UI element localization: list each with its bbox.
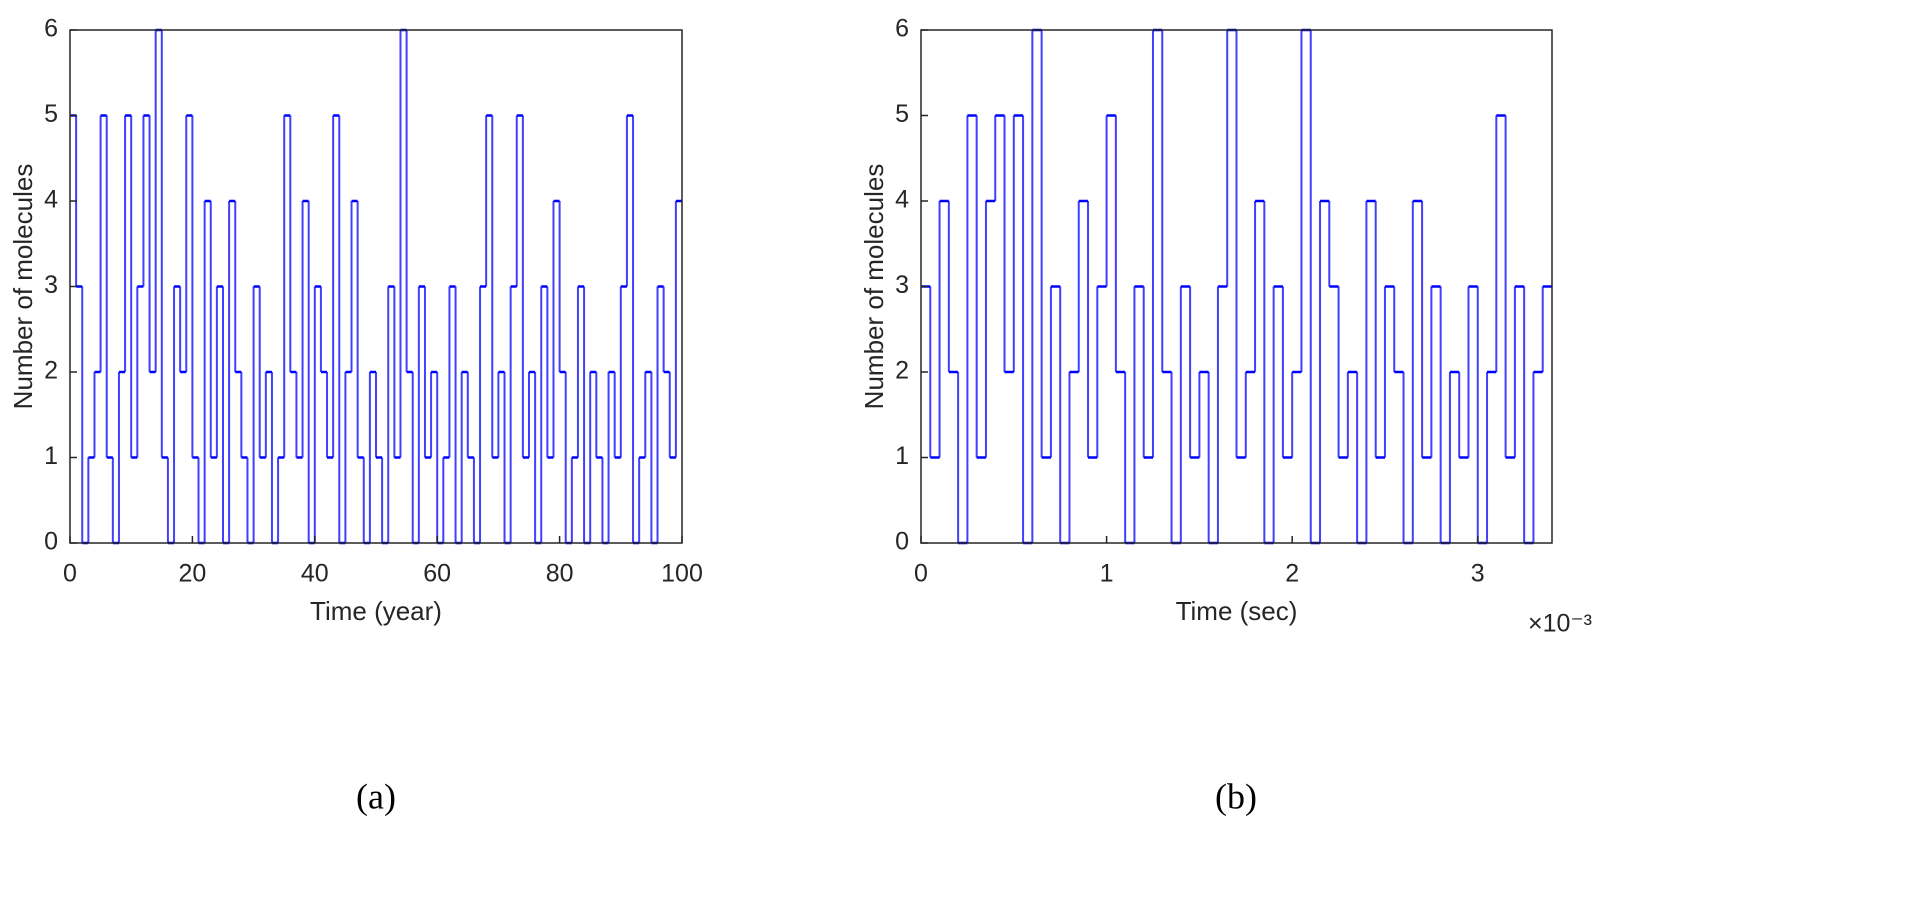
x-tick-label: 3 <box>1471 560 1485 588</box>
x-tick-label: 60 <box>423 560 451 588</box>
x-tick-label: 1 <box>1100 560 1114 588</box>
y-tick-label: 6 <box>895 15 909 43</box>
x-tick-label: 0 <box>914 560 928 588</box>
y-axis-label: Number of molecules <box>8 164 38 410</box>
x-tick-label: 100 <box>661 560 703 588</box>
y-tick-label: 6 <box>44 15 58 43</box>
y-tick-label: 0 <box>44 528 58 556</box>
plot-area <box>70 28 682 545</box>
step-risers <box>75 30 677 543</box>
x-tick-label: 0 <box>63 560 77 588</box>
x-exponent-label: ×10⁻³ <box>1528 610 1592 638</box>
step-risers <box>929 30 1544 543</box>
plot-area <box>921 28 1552 545</box>
panel-caption: (a) <box>356 776 396 816</box>
y-tick-label: 1 <box>895 442 909 470</box>
y-tick-label: 3 <box>895 271 909 299</box>
panel-caption: (b) <box>1215 776 1257 816</box>
x-axis-label: Time (sec) <box>1176 596 1298 626</box>
y-tick-label: 5 <box>44 100 58 128</box>
y-tick-label: 1 <box>44 442 58 470</box>
y-tick-label: 2 <box>895 357 909 385</box>
x-tick-label: 2 <box>1285 560 1299 588</box>
y-tick-label: 5 <box>895 100 909 128</box>
x-axis-label: Time (year) <box>310 596 442 626</box>
y-tick-label: 0 <box>895 528 909 556</box>
y-tick-label: 3 <box>44 271 58 299</box>
y-tick-label: 4 <box>44 186 58 214</box>
x-tick-label: 80 <box>546 560 574 588</box>
y-tick-label: 4 <box>895 186 909 214</box>
y-axis-label: Number of molecules <box>859 164 889 410</box>
x-tick-label: 40 <box>301 560 329 588</box>
y-tick-label: 2 <box>44 357 58 385</box>
x-tick-label: 20 <box>178 560 206 588</box>
